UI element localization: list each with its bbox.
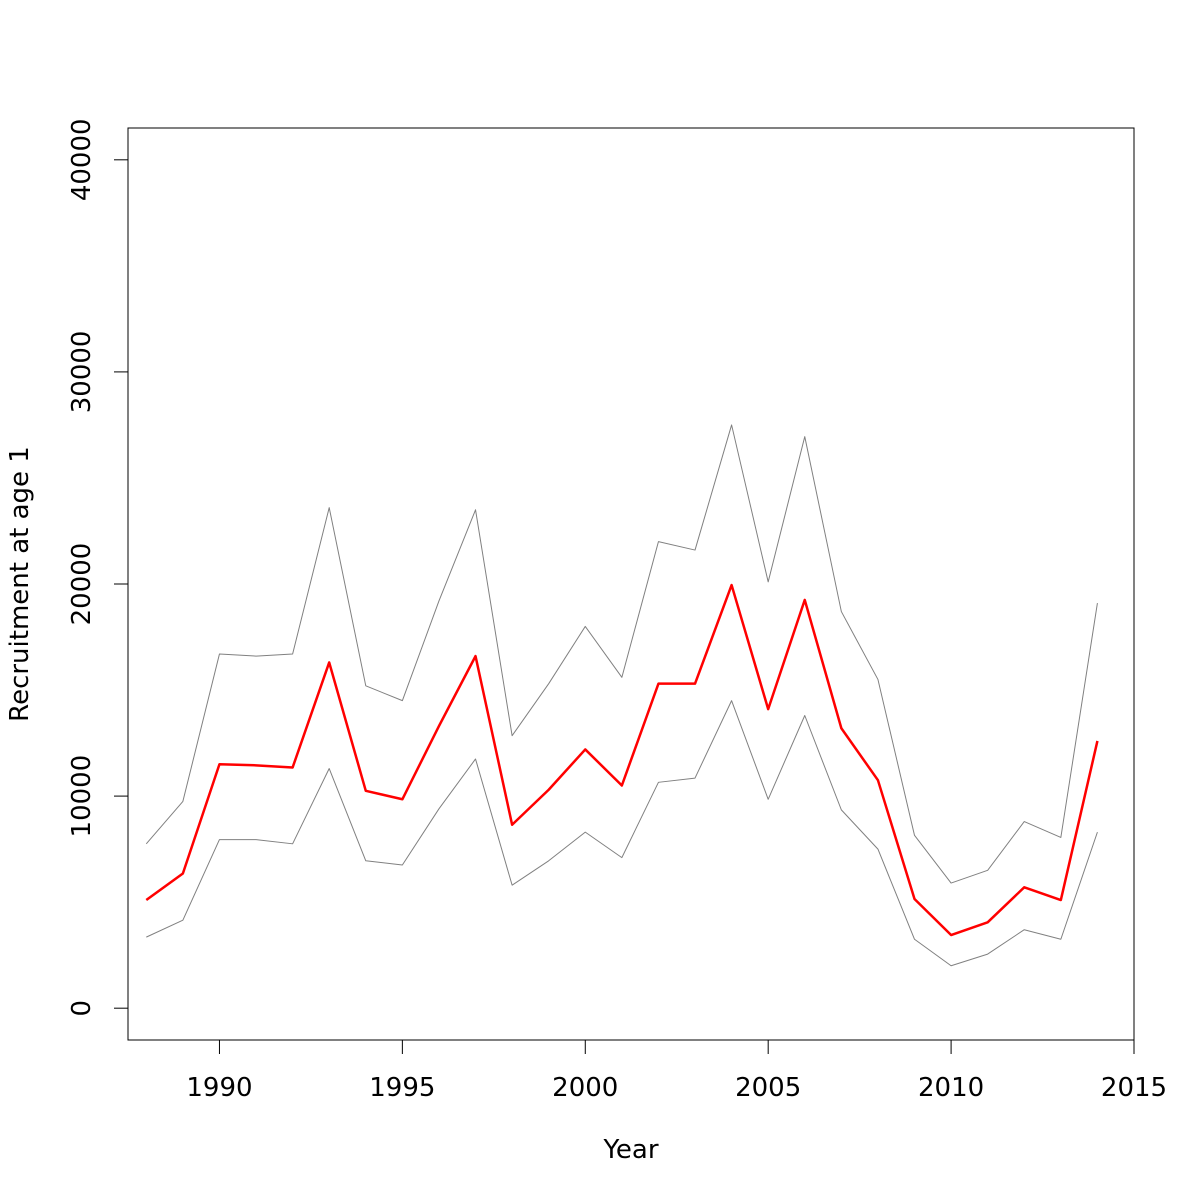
x-tick-label: 2005 [735, 1073, 801, 1103]
upper-series-line [145, 424, 1098, 884]
series-layer [145, 424, 1099, 967]
x-tick-label: 2010 [918, 1073, 984, 1103]
x-axis: 1990 1995 2000 2005 2010 2015 [186, 1039, 1167, 1103]
x-tick-label: 1990 [186, 1073, 252, 1103]
y-tick-label: 0 [67, 1000, 97, 1017]
x-tick-label: 2015 [1101, 1073, 1167, 1103]
y-tick-label: 40000 [67, 118, 97, 201]
y-axis-title: Recruitment at age 1 [5, 446, 35, 722]
x-tick-label: 1995 [369, 1073, 435, 1103]
y-tick-label: 30000 [67, 331, 97, 414]
y-axis: 0 10000 20000 30000 40000 [67, 118, 129, 1017]
y-tick-label: 20000 [67, 543, 97, 626]
x-axis-title: Year [602, 1135, 658, 1165]
x-tick-label: 2000 [552, 1073, 618, 1103]
lower-series-line [146, 700, 1098, 967]
estimate-series-line [145, 583, 1099, 937]
y-tick-label: 10000 [67, 755, 97, 838]
plot-frame [127, 127, 1135, 1041]
